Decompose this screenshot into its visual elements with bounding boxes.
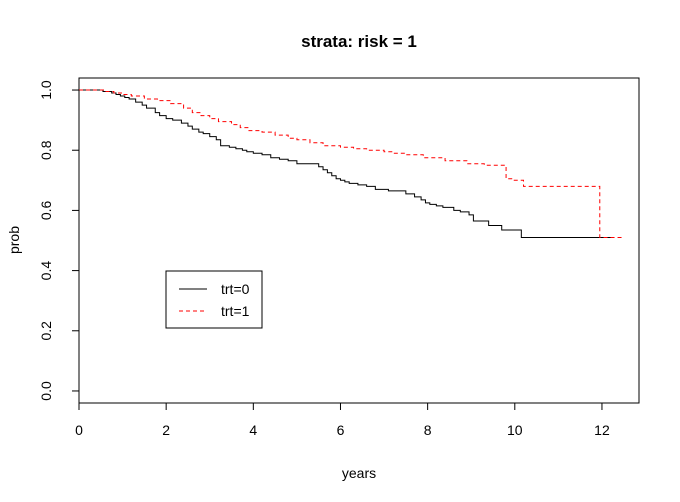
series-line-trt0 [79,89,611,238]
legend-label-trt0: trt=0 [221,281,250,297]
y-axis-label: prob [6,226,22,254]
x-axis: 0 2 4 6 8 10 12 [75,402,610,438]
legend: trt=0 trt=1 [165,270,263,329]
x-tick-label: 2 [162,422,170,438]
chart-title: strata: risk = 1 [301,32,417,51]
y-tick-label: 0.4 [38,261,54,281]
y-tick-label: 0.0 [38,381,54,401]
x-tick-label: 4 [249,422,257,438]
series-group [79,89,622,238]
y-axis: 0.0 0.2 0.4 0.6 0.8 1.0 [38,80,80,401]
x-tick-label: 12 [594,422,610,438]
y-tick-label: 0.8 [38,140,54,160]
y-tick-label: 0.6 [38,200,54,220]
x-tick-label: 6 [337,422,345,438]
y-tick-label: 1.0 [38,80,54,100]
x-tick-label: 0 [75,422,83,438]
plot-frame [78,77,640,404]
series-line-trt1 [79,89,622,238]
legend-box [165,270,263,329]
x-axis-label: years [342,465,376,481]
x-tick-label: 10 [507,422,523,438]
legend-label-trt1: trt=1 [221,303,250,319]
x-tick-label: 8 [424,422,432,438]
y-tick-label: 0.2 [38,321,54,341]
